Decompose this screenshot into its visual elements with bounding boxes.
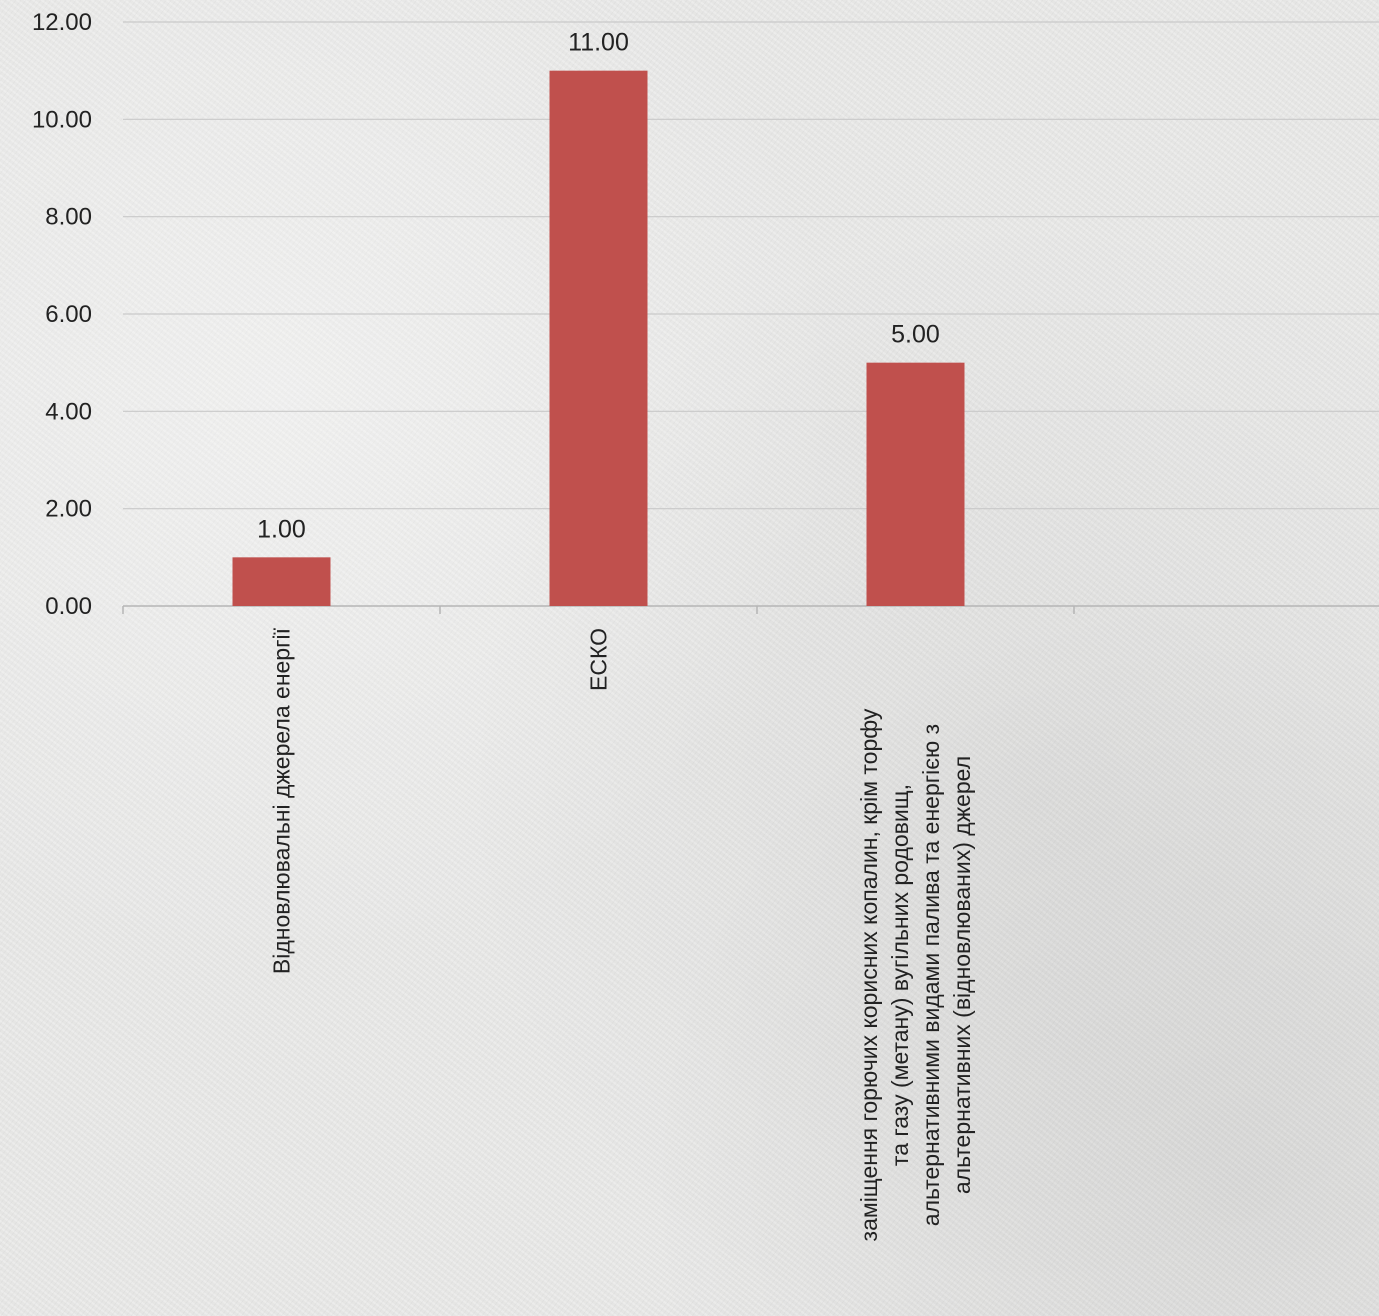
x-category-label: альтернативними видами палива та енергіє… <box>918 724 944 1226</box>
x-category-label: ЕСКО <box>586 628 612 691</box>
bar <box>550 71 648 606</box>
y-tick-label: 12.00 <box>32 9 92 36</box>
y-tick-label: 4.00 <box>45 398 92 425</box>
x-category-label: альтернативних (відновлюваних) джерел <box>949 756 975 1194</box>
data-label: 1.00 <box>257 515 306 543</box>
x-category-label: Відновлювальні джерела енергії <box>269 627 295 974</box>
y-tick-label: 6.00 <box>45 301 92 328</box>
bar <box>233 557 331 606</box>
data-label: 5.00 <box>891 321 940 349</box>
y-tick-label: 10.00 <box>32 106 92 133</box>
data-label: 11.00 <box>568 29 629 57</box>
x-category-label: заміщення горючих корисних копалин, крім… <box>856 708 882 1241</box>
y-tick-label: 8.00 <box>45 204 92 231</box>
y-tick-label: 0.00 <box>45 593 92 620</box>
y-tick-label: 2.00 <box>45 496 92 523</box>
x-category-label: та газу (метану) вугільних родовищ, <box>887 784 913 1166</box>
bar <box>867 363 965 606</box>
